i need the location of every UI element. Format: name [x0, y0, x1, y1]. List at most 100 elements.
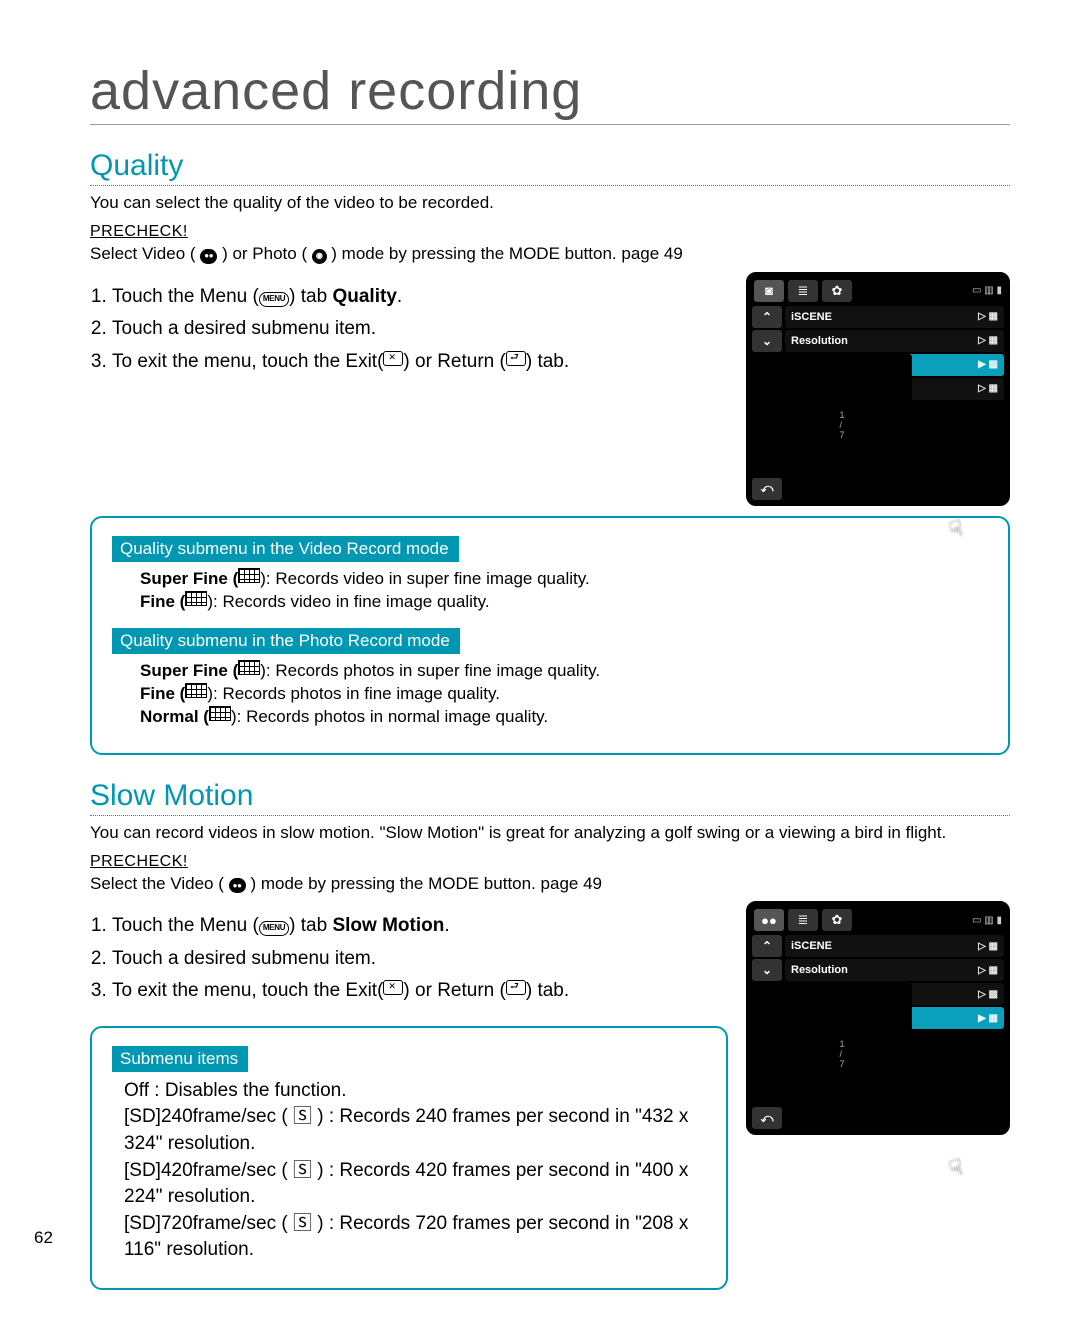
lcd-screenshot-slow: ●● ≣ ✿ ▭ ▥ ▮ ⌃ ⌄ 1 / 7 ⤺ iSCENE▷ ▦ Resol…: [746, 901, 1010, 1135]
quality-grid-icon: [185, 591, 207, 606]
lcd-back-button[interactable]: ⤺: [752, 478, 782, 500]
step-3: To exit the menu, touch the Exit( ) or Re…: [112, 347, 728, 376]
step-1: Touch the Menu (MENU) tab Quality.: [112, 282, 728, 311]
lcd-tab-list[interactable]: ≣: [788, 280, 818, 302]
list-item: Super Fine ( ): Records photos in super ﬁ…: [140, 660, 988, 683]
txt: To exit the menu, touch the Exit(: [112, 351, 383, 372]
quality-grid-icon: [238, 660, 260, 675]
row-indicator-icon: ▷ ▦: [978, 335, 998, 346]
photo-submenu-header: Quality submenu in the Photo Record mode: [112, 628, 460, 654]
txt: ) or Photo (: [222, 244, 307, 263]
slow-intro: You can record videos in slow motion. "S…: [90, 822, 1010, 845]
lcd-tab-settings[interactable]: ✿: [822, 909, 852, 931]
txt: ) mode by pressing the MODE button.: [331, 244, 621, 263]
section-title-quality: Quality: [90, 149, 1010, 186]
item-label: Super Fine (: [140, 661, 238, 680]
txt: Touch the Menu (: [112, 286, 259, 307]
lcd-tab-list[interactable]: ≣: [788, 909, 818, 931]
txt: Select the Video (: [90, 874, 224, 893]
list-item: [SD]420frame/sec ( 🅂 ) : Records 420 fra…: [124, 1158, 706, 1211]
menu-target: Slow Motion: [332, 915, 444, 936]
txt: To exit the menu, touch the Exit(: [112, 980, 383, 1001]
list-item: Normal (): Records photos in normal imag…: [140, 706, 988, 729]
txt: ) tab.: [526, 980, 569, 1001]
page-ref: page 49: [541, 874, 602, 893]
lcd-up-button[interactable]: ⌃: [752, 306, 782, 328]
txt: ) or Return (: [403, 351, 505, 372]
row-indicator-icon: ▷ ▦: [978, 311, 998, 322]
item-desc: ): Records photos in super ﬁne image qua…: [260, 661, 600, 680]
lcd-nav-column: ⌃ ⌄ 1 / 7 ⤺: [752, 306, 782, 500]
row-indicator-icon: ▷ ▦: [978, 965, 998, 976]
menu-target: Quality: [332, 286, 396, 307]
item-desc: ): Records video in ﬁne image quality.: [207, 592, 489, 611]
row-indicator-icon: ▶ ▦: [978, 1013, 998, 1024]
step-2: Touch a desired submenu item.: [112, 314, 728, 343]
list-item: Fine ( ): Records video in ﬁne image qual…: [140, 591, 988, 614]
item-label: Super Fine (: [140, 569, 238, 588]
lcd-tab-settings[interactable]: ✿: [822, 280, 852, 302]
list-item: [SD]240frame/sec ( 🅂 ) : Records 240 fra…: [124, 1104, 706, 1157]
video-mode-icon: ●●: [229, 878, 246, 893]
lcd-row-label: iSCENE: [791, 311, 832, 323]
lcd-topbar: ◙ ≣ ✿ ▭ ▥ ▮: [752, 278, 1004, 306]
step-2: Touch a desired submenu item.: [112, 944, 728, 973]
step-3: To exit the menu, touch the Exit( ) or Re…: [112, 976, 728, 1005]
txt: .: [397, 286, 402, 307]
lcd-up-button[interactable]: ⌃: [752, 935, 782, 957]
video-submenu-header: Quality submenu in the Video Record mode: [112, 536, 459, 562]
lcd-row-iscene[interactable]: iSCENE ▷ ▦: [785, 306, 1004, 328]
quality-grid-icon: [185, 683, 207, 698]
lcd-mode-tab[interactable]: ◙: [754, 280, 784, 302]
menu-icon: MENU: [259, 921, 289, 936]
quality-grid-icon: [238, 568, 260, 583]
slow-steps: Touch the Menu (MENU) tab Slow Motion. T…: [90, 911, 728, 1005]
lcd-down-button[interactable]: ⌄: [752, 959, 782, 981]
txt: ) or Return (: [403, 980, 505, 1001]
lcd-row-iscene[interactable]: iSCENE▷ ▦: [785, 935, 1004, 957]
section-title-slowmotion: Slow Motion: [90, 779, 1010, 816]
row-indicator-icon: ▷ ▩: [978, 989, 998, 1000]
item-desc: ): Records photos in normal image qualit…: [231, 707, 548, 726]
quality-intro: You can select the quality of the video …: [90, 192, 1010, 215]
photo-submenu-body: Super Fine ( ): Records photos in super ﬁ…: [140, 660, 988, 729]
slow-submenu-body: Off : Disables the function. [SD]240fram…: [124, 1078, 706, 1264]
lcd-row-label: iSCENE: [791, 940, 832, 952]
exit-icon: [383, 980, 403, 995]
lcd-row-resolution[interactable]: Resolution ▷ ▦: [785, 959, 1004, 981]
txt: Touch the Menu (: [112, 915, 259, 936]
item-label: Fine (: [140, 592, 185, 611]
lcd-mode-tab[interactable]: ●●: [754, 909, 784, 931]
lcd-row-label: Resolution: [791, 964, 848, 976]
lcd-topbar: ●● ≣ ✿ ▭ ▥ ▮: [752, 907, 1004, 935]
lcd-page-indicator: 1 / 7: [752, 354, 912, 476]
lcd-down-button[interactable]: ⌄: [752, 330, 782, 352]
list-item: [SD]720frame/sec ( 🅂 ) : Records 720 fra…: [124, 1211, 706, 1264]
txt: ) tab: [289, 915, 332, 936]
page-ref: page 49: [621, 244, 682, 263]
lcd-back-button[interactable]: ⤺: [752, 1107, 782, 1129]
return-icon: [506, 980, 526, 995]
precheck-text-quality: Select Video ( ●● ) or Photo ( ◉ ) mode …: [90, 243, 1010, 266]
quality-steps: Touch the Menu (MENU) tab Quality. Touch…: [90, 282, 728, 376]
manual-page: advanced recording Quality You can selec…: [0, 0, 1080, 1330]
lcd-page-indicator: 1 / 7: [752, 983, 912, 1105]
txt: ) tab: [289, 286, 332, 307]
menu-icon: MENU: [259, 292, 289, 307]
quality-info-box: Quality submenu in the Video Record mode…: [90, 516, 1010, 755]
lcd-status-icons: ▭ ▥ ▮: [972, 285, 1002, 296]
slow-submenu-header: Submenu items: [112, 1046, 248, 1072]
lcd-nav-column: ⌃ ⌄ 1 / 7 ⤺: [752, 935, 782, 1129]
list-item: Fine (): Records photos in ﬁne image qua…: [140, 683, 988, 706]
row-indicator-icon: ▶ ▩: [978, 359, 998, 370]
page-title: advanced recording: [90, 60, 1010, 125]
lcd-screenshot-quality: ◙ ≣ ✿ ▭ ▥ ▮ ⌃ ⌄ 1 / 7 ⤺ iSCENE ▷ ▦ Resolu…: [746, 272, 1010, 506]
lcd-row-label: Resolution: [791, 335, 848, 347]
txt: Select Video (: [90, 244, 196, 263]
list-item: Super Fine (): Records video in super ﬁn…: [140, 568, 988, 591]
video-mode-icon: ●●: [200, 249, 217, 264]
lcd-row-resolution[interactable]: Resolution ▷ ▦: [785, 330, 1004, 352]
page-number: 62: [34, 1228, 53, 1248]
photo-mode-icon: ◉: [312, 249, 327, 264]
return-icon: [506, 351, 526, 366]
